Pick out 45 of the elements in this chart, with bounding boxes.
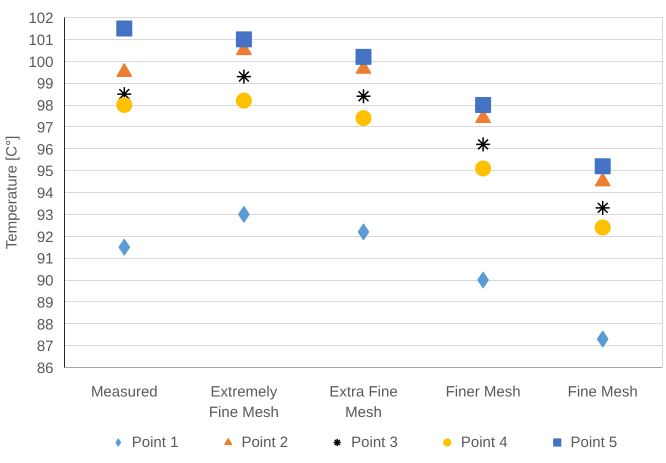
y-axis-title: Temperature [C°]	[3, 136, 20, 250]
point	[356, 48, 372, 65]
x-tick-label: Finer Mesh	[446, 384, 521, 400]
x-tick-label: Extremely Fine Mesh	[208, 384, 279, 421]
point	[116, 97, 132, 113]
y-tick-label: 100	[28, 54, 54, 71]
legend-label: Point 2	[241, 434, 288, 450]
point	[475, 160, 492, 176]
x-tick-label: Measured	[90, 384, 158, 400]
point	[477, 272, 489, 288]
point	[118, 238, 130, 256]
y-tick-label: 87	[36, 338, 54, 356]
point	[475, 136, 491, 152]
point	[475, 97, 492, 113]
point	[236, 92, 252, 109]
y-tick-label: 101	[28, 32, 54, 49]
y-tick-label: 96	[36, 141, 54, 158]
point	[594, 200, 610, 216]
point	[594, 158, 611, 174]
y-tick-label: 92	[36, 228, 54, 246]
point	[356, 88, 372, 104]
legend-label: Point 1	[132, 434, 178, 450]
y-tick-label: 93	[36, 206, 54, 224]
legend-label: Point 5	[570, 434, 618, 450]
point	[236, 31, 252, 48]
y-tick-label: 86	[36, 360, 54, 377]
legend-label: Point 3	[351, 434, 398, 450]
y-tick-label: 95	[36, 163, 54, 180]
point	[236, 68, 252, 84]
legend-label: Point 4	[460, 434, 508, 450]
x-tick-label: Fine Mesh	[568, 384, 638, 400]
y-tick-label: 88	[36, 316, 54, 334]
y-tick-label: 90	[36, 272, 54, 290]
point	[116, 20, 132, 36]
point	[594, 220, 611, 236]
y-tick-label: 99	[36, 76, 54, 93]
x-tick-label: Extra Fine Mesh	[329, 384, 398, 421]
y-tick-label: 94	[36, 185, 54, 202]
point	[596, 330, 609, 348]
y-tick-label: 97	[36, 119, 54, 136]
y-tick-label: 89	[36, 294, 54, 312]
y-tick-label: 102	[28, 10, 54, 27]
y-tick-label: 91	[36, 250, 54, 268]
point	[356, 110, 372, 126]
y-tick-label: 98	[36, 98, 54, 114]
